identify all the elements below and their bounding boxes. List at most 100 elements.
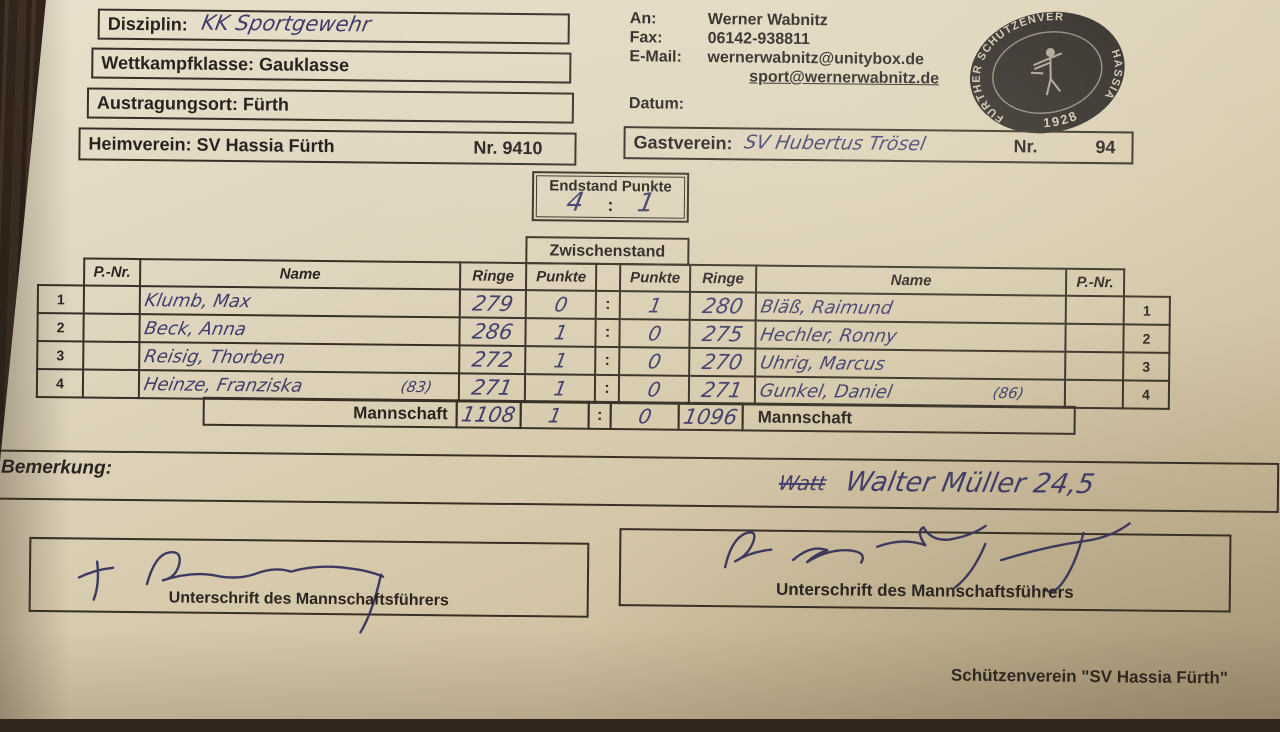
mannschaft-home-ringe: 1108 — [455, 399, 522, 430]
row4-pnr-right — [1064, 379, 1124, 409]
row1-pnr-right — [1065, 295, 1124, 325]
row4-number-left: 4 — [36, 368, 84, 398]
wettkampfklasse-field: Wettkampfklasse: Gauklasse — [91, 47, 572, 84]
gastverein-label: Gastverein: — [633, 132, 733, 154]
row1-guest-name: Bläß, Raimund — [755, 292, 1066, 324]
endstand-guest-score: 1 — [635, 188, 658, 219]
header-punkte-left: Punkte — [525, 263, 597, 291]
row4-home-note: (83) — [399, 377, 434, 397]
fax-value: 06142-938811 — [707, 29, 811, 49]
header-ringe-right: Ringe — [689, 264, 757, 293]
endstand-home-score: 4 — [563, 187, 586, 218]
row3-colon: : — [595, 346, 620, 376]
row4-home-punkte: 1 — [524, 374, 596, 403]
row3-home-punkte: 1 — [525, 346, 596, 375]
row4-guest-ringe: 271 — [688, 375, 756, 405]
email-value-1: wernerwabnitz@unitybox.de — [707, 48, 925, 69]
bemerkung-handwritten-text: Walter Müller 24,5 — [843, 466, 1097, 501]
endstand-box: Endstand Punkte 4 : 1 — [531, 171, 690, 223]
row1-home-ringe: 279 — [459, 289, 526, 319]
row3-home-ringe: 272 — [459, 345, 526, 375]
row4-guest-punkte: 0 — [618, 375, 690, 404]
row2-pnr-left — [83, 313, 140, 343]
disziplin-label: Disziplin: — [107, 13, 188, 35]
mannschaft-label-left: Mannschaft — [202, 396, 458, 429]
row1-colon: : — [595, 290, 620, 320]
row3-guest-punkte: 0 — [619, 347, 690, 376]
bemerkung-struck-word: Watt — [776, 470, 828, 496]
mannschaft-label-right: Mannschaft — [741, 402, 1076, 435]
austragungsort-label: Austragungsort: Fürth — [96, 92, 290, 115]
row2-colon: : — [595, 318, 620, 348]
gastverein-handwritten-value: SV Hubertus Trösel — [742, 130, 928, 155]
bemerkung-label: Bemerkung: — [0, 456, 113, 479]
header-colon-cell — [595, 263, 621, 292]
mannschaft-home-punkte: 1 — [519, 400, 590, 430]
club-stamp: FÜRTHER SCHÜTZENVER HASSIA 1928 — [960, 7, 1131, 134]
row2-home-name: Beck, Anna — [139, 314, 460, 346]
row4-home-ringe: 271 — [458, 373, 526, 403]
gastverein-field: Gastverein: SV Hubertus Trösel Nr. 94 — [623, 126, 1134, 165]
header-pnr-right: P.-Nr. — [1065, 268, 1125, 297]
gast-nr-label: Nr. — [1013, 136, 1038, 157]
row2-guest-punkte: 0 — [619, 319, 690, 348]
mannschaft-colon: : — [587, 400, 612, 431]
row2-number-right: 2 — [1123, 324, 1170, 353]
heimverein-label: Heimverein: SV Hassia Fürth — [88, 133, 335, 157]
heimverein-field: Heimverein: SV Hassia Fürth Nr. 9410 — [78, 127, 577, 166]
row2-guest-name: Hechler, Ronny — [755, 320, 1066, 352]
header-name-right: Name — [755, 265, 1067, 296]
austragungsort-field: Austragungsort: Fürth — [86, 87, 575, 124]
wettkampfklasse-label: Wettkampfklasse: Gauklasse — [101, 52, 350, 76]
row1-number-right: 1 — [1123, 296, 1170, 325]
row3-number-left: 3 — [37, 340, 84, 370]
mannschaft-guest-punkte: 0 — [609, 400, 680, 431]
contact-block: An: Werner Wabnitz Fax: 06142-938811 E-Mai… — [629, 9, 940, 116]
an-label: An: — [629, 10, 657, 28]
email-label: E-Mail: — [629, 48, 682, 66]
endstand-colon: : — [607, 194, 614, 216]
datum-label: Datum: — [628, 95, 685, 113]
row4-pnr-left — [82, 369, 140, 399]
row1-number-left: 1 — [37, 284, 85, 314]
mannschaft-guest-ringe: 1096 — [677, 401, 744, 432]
row2-guest-ringe: 275 — [689, 319, 756, 349]
row3-pnr-left — [83, 341, 140, 371]
email-spacer — [629, 66, 707, 86]
row4-home-name: Heinze, Franziska (83) — [138, 370, 460, 402]
signature-box-guest: Unterschrift des Mannschaftsführers — [618, 522, 1232, 613]
row1-pnr-left — [83, 285, 141, 315]
row3-home-name: Reisig, Thorben — [139, 342, 460, 374]
row3-guest-name: Uhrig, Marcus — [755, 348, 1066, 380]
row3-guest-ringe: 270 — [689, 347, 756, 377]
row2-number-left: 2 — [37, 312, 84, 342]
email-value-2: sport@wernerwabnitz.de — [749, 68, 940, 88]
zwischenstand-box: Zwischenstand — [525, 236, 690, 266]
row4-guest-note: (86) — [991, 384, 1026, 403]
header-name-left: Name — [140, 259, 461, 290]
header-spacer-right — [1124, 269, 1170, 296]
row3-number-right: 3 — [1123, 352, 1170, 381]
an-value: Werner Wabnitz — [707, 10, 828, 30]
row1-home-punkte: 0 — [525, 290, 596, 319]
disziplin-handwritten-value: KK Sportgewehr — [199, 10, 373, 36]
home-signature — [77, 550, 385, 634]
header-punkte-right: Punkte — [619, 264, 691, 292]
row2-home-ringe: 286 — [459, 317, 526, 347]
row2-home-punkte: 1 — [525, 318, 596, 347]
bemerkung-box: Bemerkung: Watt Walter Müller 24,5 — [0, 449, 1280, 513]
row4-number-right: 4 — [1122, 380, 1170, 409]
header-pnr-left: P.-Nr. — [84, 258, 141, 287]
footer-club-name: Schützenverein "SV Hassia Fürth" — [950, 665, 1228, 688]
row1-guest-ringe: 280 — [689, 291, 756, 321]
stamp-oval — [969, 11, 1125, 134]
stamp-shooter-icon — [1030, 48, 1063, 96]
score-table: P.-Nr. Name Ringe Punkte Punkte Ringe Na… — [36, 257, 1171, 410]
guest-signature — [723, 522, 1131, 593]
row3-pnr-right — [1065, 351, 1124, 381]
header-spacer-left — [38, 258, 84, 285]
fax-label: Fax: — [629, 29, 663, 47]
header-ringe-left: Ringe — [459, 262, 527, 291]
